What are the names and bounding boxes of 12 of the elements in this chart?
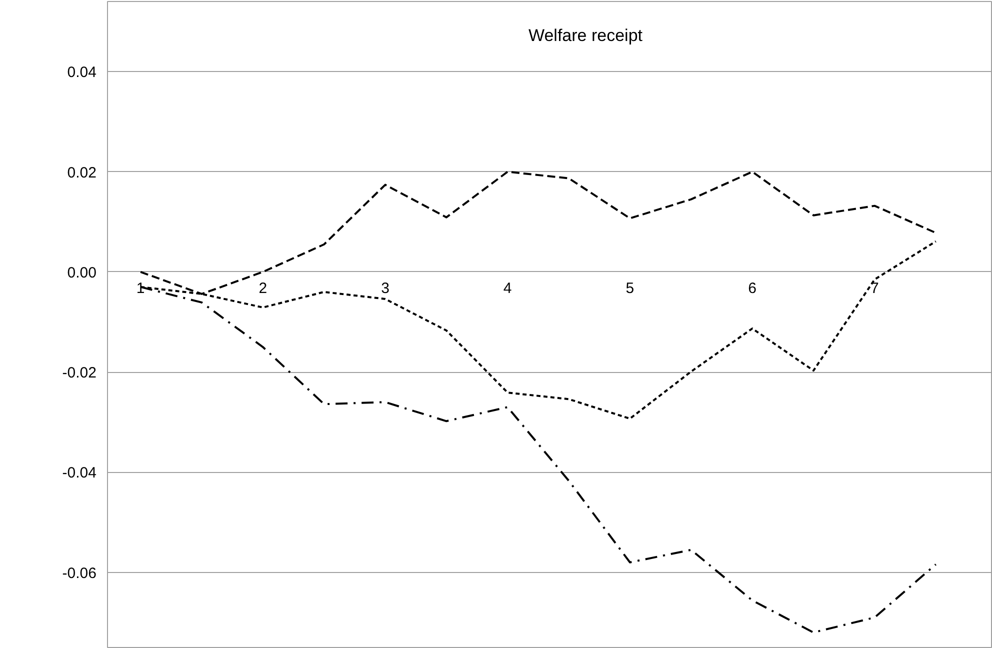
y-tick-label: -0.06 (62, 564, 97, 582)
x-tick-label: 4 (503, 280, 512, 297)
y-tick-label: -0.04 (62, 464, 97, 482)
x-tick-label: 2 (258, 280, 268, 297)
y-tick-label: 0.02 (67, 164, 97, 182)
x-tick-label: 3 (381, 280, 390, 297)
x-tick-label: 6 (748, 280, 756, 297)
x-tick-label: 5 (626, 280, 634, 297)
y-tick-label: -0.02 (62, 364, 97, 382)
y-tick-label: 0.04 (67, 64, 97, 82)
text: Welfare receipt (528, 26, 643, 45)
y-tick-label: 0.00 (67, 264, 97, 282)
